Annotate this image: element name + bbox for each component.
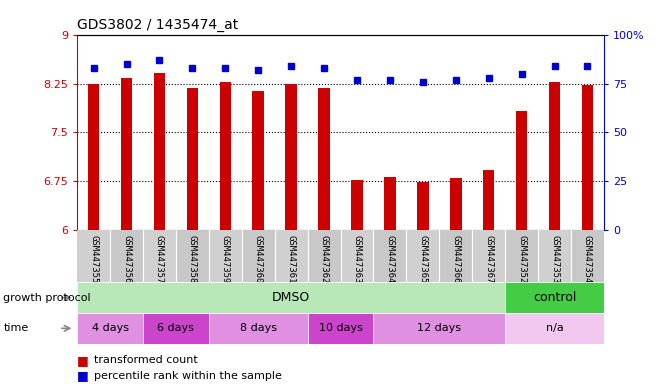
Bar xyxy=(351,180,363,230)
Text: GSM447366: GSM447366 xyxy=(452,235,460,283)
Bar xyxy=(582,86,593,230)
Bar xyxy=(472,230,505,282)
Text: 10 days: 10 days xyxy=(319,323,362,333)
Bar xyxy=(341,230,374,282)
Text: GSM447352: GSM447352 xyxy=(517,235,526,283)
Text: DMSO: DMSO xyxy=(272,291,310,304)
Bar xyxy=(274,230,307,282)
Text: GSM447359: GSM447359 xyxy=(221,235,229,283)
Text: 12 days: 12 days xyxy=(417,323,461,333)
Text: 8 days: 8 days xyxy=(240,323,276,333)
Bar xyxy=(318,88,330,230)
Text: time: time xyxy=(3,323,29,333)
Text: GSM447361: GSM447361 xyxy=(287,235,296,283)
Text: GSM447355: GSM447355 xyxy=(89,235,98,283)
Text: GSM447364: GSM447364 xyxy=(385,235,395,283)
Bar xyxy=(110,230,143,282)
Bar xyxy=(505,282,604,313)
Text: GSM447358: GSM447358 xyxy=(188,235,197,283)
Bar xyxy=(571,230,604,282)
Bar xyxy=(549,82,560,230)
Bar xyxy=(374,313,505,344)
Text: percentile rank within the sample: percentile rank within the sample xyxy=(94,371,282,381)
Bar xyxy=(252,91,264,230)
Text: 4 days: 4 days xyxy=(91,323,129,333)
Bar xyxy=(121,78,132,230)
Text: n/a: n/a xyxy=(546,323,564,333)
Bar xyxy=(187,88,198,230)
Bar xyxy=(242,230,274,282)
Text: growth protocol: growth protocol xyxy=(3,293,91,303)
Bar xyxy=(77,230,110,282)
Bar xyxy=(219,82,231,230)
Bar xyxy=(516,111,527,230)
Text: GSM447367: GSM447367 xyxy=(484,235,493,283)
Bar xyxy=(384,177,396,230)
Bar xyxy=(505,230,538,282)
Text: GSM447362: GSM447362 xyxy=(319,235,329,283)
Bar xyxy=(143,313,209,344)
Text: 6 days: 6 days xyxy=(158,323,195,333)
Bar xyxy=(407,230,440,282)
Text: GSM447357: GSM447357 xyxy=(155,235,164,283)
Bar xyxy=(209,313,307,344)
Bar xyxy=(483,170,495,230)
Bar xyxy=(209,230,242,282)
Bar xyxy=(176,230,209,282)
Bar xyxy=(88,84,99,230)
Bar xyxy=(154,73,165,230)
Bar xyxy=(440,230,472,282)
Bar xyxy=(417,182,429,230)
Text: GSM447354: GSM447354 xyxy=(583,235,592,283)
Text: control: control xyxy=(533,291,576,304)
Text: ■: ■ xyxy=(77,369,89,382)
Bar xyxy=(538,230,571,282)
Bar xyxy=(77,313,143,344)
Bar xyxy=(77,282,505,313)
Text: transformed count: transformed count xyxy=(94,355,198,365)
Text: ■: ■ xyxy=(77,354,89,367)
Text: GSM447363: GSM447363 xyxy=(352,235,362,283)
Bar xyxy=(307,313,374,344)
Text: GSM447365: GSM447365 xyxy=(418,235,427,283)
Text: GSM447356: GSM447356 xyxy=(122,235,131,283)
Bar xyxy=(505,313,604,344)
Text: GDS3802 / 1435474_at: GDS3802 / 1435474_at xyxy=(77,18,238,32)
Bar xyxy=(450,177,462,230)
Bar xyxy=(307,230,340,282)
Bar xyxy=(143,230,176,282)
Bar xyxy=(285,84,297,230)
Text: GSM447353: GSM447353 xyxy=(550,235,559,283)
Bar xyxy=(374,230,407,282)
Text: GSM447360: GSM447360 xyxy=(254,235,263,283)
